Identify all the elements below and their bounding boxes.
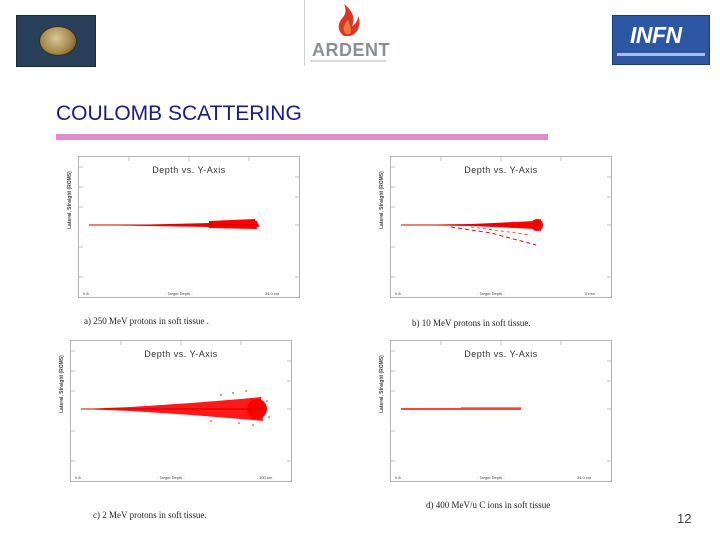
ardent-logo-text: ARDENT: [312, 40, 390, 60]
header-divider: [304, 0, 305, 66]
plot-ylabel: Lateral, Straight (ROMS): [379, 171, 385, 229]
plot-c: Depth vs. Y-Axis Lateral, Straight (ROMS…: [59, 340, 292, 482]
ardent-logo: [306, 0, 390, 66]
plot-x-end: 2 mm: [585, 291, 595, 296]
ardent-tagline: [310, 60, 386, 62]
plot-a-tracks: [79, 157, 299, 278]
caption-d: d) 400 MeV/u C ions in soft tissue: [426, 500, 551, 510]
plot-x-end: 34.0 cm: [265, 291, 280, 296]
left-logo: [16, 15, 96, 67]
plot-x-end: 34.0 cm: [577, 475, 592, 480]
caption-b: b) 10 MeV protons in soft tissue.: [412, 318, 531, 328]
infn-tagline: [617, 53, 705, 56]
plot-ylabel: Lateral, Straight (ROMS): [379, 355, 385, 413]
plot-b: Depth vs. Y-Axis Lateral, Straight (ROMS…: [379, 156, 612, 298]
slide-title: COULOMB SCATTERING: [56, 102, 302, 125]
plot-x-mid: - Target Depth -: [477, 291, 505, 296]
plot-x-mid: - Target Depth -: [477, 475, 505, 480]
plot-x-start: 0 A: [83, 291, 89, 296]
plot-title: Depth vs. Y-Axis: [152, 165, 226, 175]
plot-x-mid: - Target Depth -: [165, 291, 193, 296]
plot-a: Depth vs. Y-Axis Lateral, Straight (ROMS…: [67, 156, 300, 298]
plot-x-start: 0 A: [395, 291, 401, 296]
infn-logo-text: INFN: [630, 22, 682, 48]
plot-ylabel: Lateral, Straight (ROMS): [59, 355, 65, 413]
plot-x-start: 0 A: [75, 475, 81, 480]
plot-x-end: 100 um: [259, 475, 273, 480]
caption-c: c) 2 MeV protons in soft tissue.: [93, 510, 207, 520]
plot-x-start: 0 A: [395, 475, 401, 480]
plot-title: Depth vs. Y-Axis: [464, 349, 538, 359]
caption-a: a) 250 MeV protons in soft tissue .: [84, 316, 209, 326]
page-number: 12: [677, 511, 692, 526]
title-underline: [56, 134, 548, 140]
infn-logo: INFN: [612, 15, 710, 65]
plot-c-tracks: [71, 341, 291, 462]
plot-title: Depth vs. Y-Axis: [144, 349, 218, 359]
plot-d-tracks: [391, 341, 611, 462]
medal-icon: [39, 26, 77, 56]
plot-d: Depth vs. Y-Axis Lateral, Straight (ROMS…: [379, 340, 612, 482]
plot-ylabel: Lateral, Straight (ROMS): [67, 171, 73, 229]
plot-title: Depth vs. Y-Axis: [464, 165, 538, 175]
plot-x-mid: - Target Depth -: [157, 475, 185, 480]
flame-icon: [338, 4, 360, 36]
plot-b-tracks: [391, 157, 611, 278]
